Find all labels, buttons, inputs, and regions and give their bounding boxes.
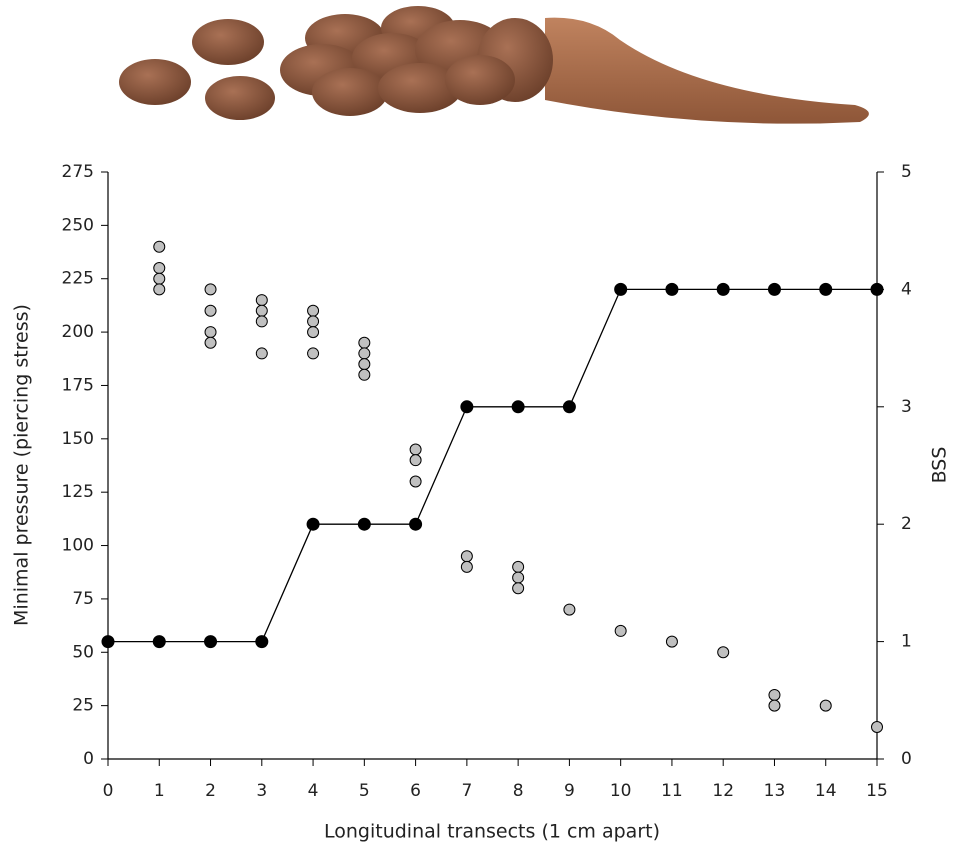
data-point (410, 444, 421, 455)
x-tick-label: 9 (564, 781, 575, 801)
y-tick-label: 100 (62, 536, 94, 556)
x-tick-label: 0 (103, 781, 114, 801)
data-point (461, 561, 472, 572)
y-tick-label: 225 (62, 269, 94, 289)
line-marker (615, 283, 627, 295)
data-point (308, 316, 319, 327)
y-tick-label: 25 (72, 696, 94, 716)
y-tick-label: 50 (72, 642, 94, 662)
x-tick-label: 13 (764, 781, 786, 801)
x-tick-label: 8 (513, 781, 524, 801)
data-point (666, 636, 677, 647)
data-point (513, 572, 524, 583)
data-point (564, 604, 575, 615)
y-tick-label: 150 (62, 429, 94, 449)
y2-tick-label: 3 (901, 397, 912, 417)
line-marker (153, 636, 165, 648)
data-point (154, 284, 165, 295)
data-point (154, 273, 165, 284)
data-point (769, 689, 780, 700)
data-point (205, 327, 216, 338)
data-point (205, 284, 216, 295)
chart: Longitudinal transects (1 cm apart) Mini… (0, 0, 956, 856)
line-marker (461, 401, 473, 413)
data-point (308, 348, 319, 359)
stool-illustration (119, 6, 869, 124)
line-marker (102, 636, 114, 648)
data-point (256, 316, 267, 327)
x-tick-label: 10 (610, 781, 632, 801)
data-point (359, 348, 370, 359)
y2-tick-label: 5 (901, 162, 912, 182)
data-point (256, 348, 267, 359)
data-point (205, 337, 216, 348)
line-marker (820, 283, 832, 295)
x-tick-label: 7 (461, 781, 472, 801)
x-tick-label: 6 (410, 781, 421, 801)
line-marker (717, 283, 729, 295)
y-tick-label: 125 (62, 482, 94, 502)
y2-axis-title: BSS (929, 447, 951, 484)
y-tick-label: 75 (72, 589, 94, 609)
x-tick-label: 5 (359, 781, 370, 801)
y2-tick-label: 2 (901, 514, 912, 534)
line-marker (666, 283, 678, 295)
data-point (154, 263, 165, 274)
data-point (308, 305, 319, 316)
line-marker (358, 518, 370, 530)
x-tick-label: 11 (661, 781, 683, 801)
data-point (769, 700, 780, 711)
data-point (615, 625, 626, 636)
data-point (718, 647, 729, 658)
data-point (359, 359, 370, 370)
data-point (359, 337, 370, 348)
y-tick-label: 275 (62, 162, 94, 182)
x-tick-label: 12 (712, 781, 734, 801)
line-marker (563, 401, 575, 413)
line-marker (307, 518, 319, 530)
y-tick-label: 0 (83, 749, 94, 769)
y2-tick-label: 4 (901, 279, 912, 299)
data-point (205, 305, 216, 316)
data-point (872, 721, 883, 732)
page: {"chart_data": { "type": "scatter", "xla… (0, 0, 956, 856)
line-marker (410, 518, 422, 530)
line (108, 289, 877, 641)
y-tick-label: 175 (62, 375, 94, 395)
y-axis-title: Minimal pressure (piercing stress) (11, 304, 33, 626)
data-point (513, 561, 524, 572)
data-point (820, 700, 831, 711)
x-tick-label: 2 (205, 781, 216, 801)
data-point (410, 455, 421, 466)
line-marker (256, 636, 268, 648)
data-point (410, 476, 421, 487)
data-point (359, 369, 370, 380)
x-tick-label: 15 (866, 781, 888, 801)
data-point (256, 305, 267, 316)
x-tick-label: 3 (256, 781, 267, 801)
line-marker (205, 636, 217, 648)
x-axis-title: Longitudinal transects (1 cm apart) (324, 821, 660, 843)
x-tick-label: 4 (308, 781, 319, 801)
data-point (154, 241, 165, 252)
line-marker (871, 283, 883, 295)
x-tick-label: 14 (815, 781, 837, 801)
y-tick-label: 200 (62, 322, 94, 342)
line-marker (768, 283, 780, 295)
y-tick-label: 250 (62, 215, 94, 235)
data-point (308, 327, 319, 338)
data-point (513, 583, 524, 594)
y2-tick-label: 0 (901, 749, 912, 769)
data-point (461, 551, 472, 562)
y2-tick-label: 1 (901, 632, 912, 652)
data-point (256, 295, 267, 306)
x-tick-label: 1 (154, 781, 165, 801)
line-marker (512, 401, 524, 413)
